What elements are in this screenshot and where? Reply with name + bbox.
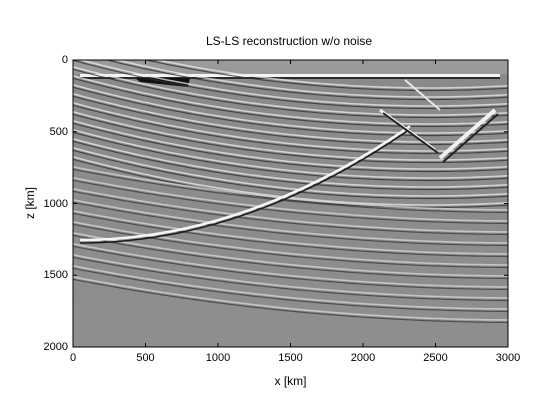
y-tick-label: 1500 <box>43 269 68 282</box>
x-tick-label: 0 <box>69 352 77 364</box>
surface-zone <box>73 60 508 74</box>
y-tick-label: 2000 <box>43 341 68 353</box>
x-tick-label: 1000 <box>205 352 231 364</box>
x-tick-label: 1500 <box>278 352 303 364</box>
x-tick-label: 500 <box>136 352 155 364</box>
x-tick-label: 2000 <box>350 352 376 364</box>
x-tick-label: 2500 <box>423 352 448 364</box>
axis-ticks <box>72 59 509 348</box>
y-tick-label: 1000 <box>43 197 68 210</box>
plot-title: LS-LS reconstruction w/o noise <box>205 34 373 48</box>
image-area <box>73 60 508 347</box>
x-axis-label: x [km] <box>274 374 307 388</box>
y-tick-label: 500 <box>49 125 68 138</box>
y-tick-label: 0 <box>61 54 68 66</box>
y-axis-label: z [km] <box>23 187 37 219</box>
x-tick-label: 3000 <box>495 352 521 364</box>
surface-reflector-dark <box>80 77 500 79</box>
surface-reflector-bright <box>80 74 500 77</box>
